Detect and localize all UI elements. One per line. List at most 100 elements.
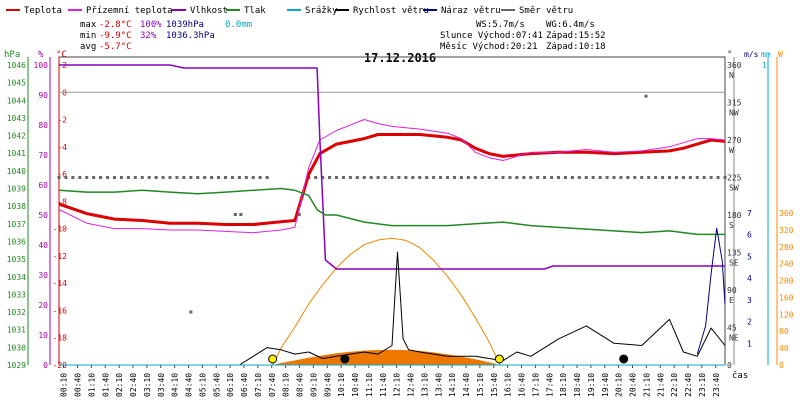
- x-tick-label: 04:10: [171, 373, 180, 397]
- wind-direction-dot: [543, 176, 547, 179]
- x-tick-label: 00:40: [74, 373, 83, 397]
- x-tick-label: 16:10: [504, 373, 513, 397]
- x-tick-label: 18:10: [559, 373, 568, 397]
- wm2-tick: 360: [779, 209, 794, 218]
- stat-sun-rise: Slunce Východ:07:41: [440, 31, 543, 41]
- legend-label-1: Přízemní teplota: [86, 6, 173, 16]
- hpa-tick: 1036: [7, 237, 26, 246]
- mm-tick: 1: [762, 61, 767, 70]
- x-tick-label: 14:40: [462, 373, 471, 397]
- wind-direction-dot: [536, 176, 540, 179]
- x-tick-label: 23:10: [698, 373, 707, 397]
- wind-direction-dot: [147, 176, 151, 179]
- stat-min-temp: -9.9°C: [99, 31, 132, 41]
- pct-tick: 80: [38, 121, 48, 130]
- x-tick-label: 10:10: [337, 373, 346, 397]
- hpa-tick: 1033: [7, 290, 26, 299]
- pct-tick: 30: [38, 271, 48, 280]
- pct-tick: 0: [43, 361, 48, 370]
- dir-tick-deg: 0: [727, 361, 732, 370]
- legend-label-5: Rychlost větru: [353, 6, 429, 16]
- temp-tick: -2: [57, 116, 67, 125]
- x-tick-label: 19:40: [601, 373, 610, 397]
- stat-max-temp: -2.8°C: [99, 20, 132, 30]
- stat-avg-temp: -5.7°C: [99, 42, 132, 52]
- legend-label-3: Tlak: [244, 6, 266, 16]
- x-tick-label: 17:40: [545, 373, 554, 397]
- wind-direction-dot: [466, 176, 470, 179]
- stat-max-hum: 100%: [140, 20, 162, 30]
- wind-direction-dot: [341, 176, 345, 179]
- hpa-tick: 1041: [7, 149, 26, 158]
- x-tick-label: 19:10: [587, 373, 596, 397]
- wind-direction-dot: [161, 176, 165, 179]
- x-tick-label: 07:40: [268, 373, 277, 397]
- pct-tick: 70: [38, 151, 48, 160]
- wm2-tick: 40: [779, 344, 789, 353]
- pct-tick: 50: [38, 211, 48, 220]
- x-tick-label: 12:40: [407, 373, 416, 397]
- wind-direction-dot: [716, 176, 720, 179]
- series-line: [696, 227, 726, 355]
- wind-direction-dot: [251, 176, 255, 179]
- wind-direction-dot: [99, 176, 103, 179]
- wind-direction-dot: [168, 176, 172, 179]
- x-axis-unit: čas: [732, 370, 748, 381]
- x-tick-label: 03:40: [157, 373, 166, 397]
- mm-axis-label: mm: [761, 50, 771, 59]
- wind-direction-dot: [452, 176, 456, 179]
- legend-label-7: Směr větru: [519, 6, 573, 16]
- x-tick-label: 05:10: [198, 373, 207, 397]
- wind-direction-dot: [92, 176, 96, 179]
- x-tick-label: 02:10: [115, 373, 124, 397]
- series-line: [59, 64, 725, 270]
- wind-direction-dot: [64, 176, 68, 179]
- wind-direction-dot: [459, 176, 463, 179]
- wind-direction-dot: [522, 176, 526, 179]
- wm2-tick: 200: [779, 277, 794, 286]
- wind-direction-dot: [446, 176, 449, 179]
- hpa-tick: 1034: [7, 273, 26, 282]
- hpa-tick: 1046: [7, 61, 26, 70]
- dir-tick-name: NE: [729, 334, 739, 343]
- x-tick-label: 22:10: [670, 373, 679, 397]
- wind-direction-dot: [557, 176, 560, 179]
- wind-direction-dot: [501, 176, 505, 179]
- wind-direction-dot: [237, 176, 241, 179]
- wind-direction-dot: [494, 176, 498, 179]
- dir-tick-deg: 315: [727, 99, 742, 108]
- wind-direction-dot: [397, 176, 401, 179]
- pct-tick: 60: [38, 181, 48, 190]
- wind-direction-dot: [133, 176, 137, 179]
- ms-axis-label: m/s: [744, 50, 759, 59]
- series-line: [58, 119, 726, 234]
- x-tick-label: 18:40: [573, 373, 582, 397]
- temp-tick: -6: [57, 170, 67, 179]
- dir-tick-name: SW: [729, 184, 739, 193]
- wind-direction-dot: [210, 176, 214, 179]
- wind-direction-dot: [182, 176, 186, 179]
- x-tick-label: 21:40: [656, 373, 665, 397]
- wind-direction-dot: [297, 213, 301, 216]
- wind-direction-dot: [661, 176, 665, 179]
- wind-direction-dot: [126, 176, 130, 179]
- pct-tick: 40: [38, 241, 48, 250]
- event-marker-sunset: [494, 354, 504, 364]
- ms-tick: 2: [747, 318, 752, 327]
- chart-title: 17.12.2016: [364, 51, 436, 65]
- dir-tick-name: W: [729, 146, 734, 155]
- wind-direction-dot: [515, 176, 519, 179]
- x-tick-label: 15:40: [490, 373, 499, 397]
- hpa-tick: 1032: [7, 308, 26, 317]
- dir-tick-deg: 360: [727, 61, 742, 70]
- hpa-tick: 1031: [7, 326, 26, 335]
- hpa-tick: 1035: [7, 255, 26, 264]
- wind-direction-dot: [85, 176, 89, 179]
- temp-tick: -4: [57, 143, 67, 152]
- wind-direction-dot: [702, 176, 706, 179]
- wind-direction-dot: [175, 176, 179, 179]
- wind-direction-dot: [244, 176, 248, 179]
- x-tick-label: 06:40: [240, 373, 249, 397]
- x-tick-label: 06:10: [226, 373, 235, 397]
- temp-tick: -14: [53, 279, 68, 288]
